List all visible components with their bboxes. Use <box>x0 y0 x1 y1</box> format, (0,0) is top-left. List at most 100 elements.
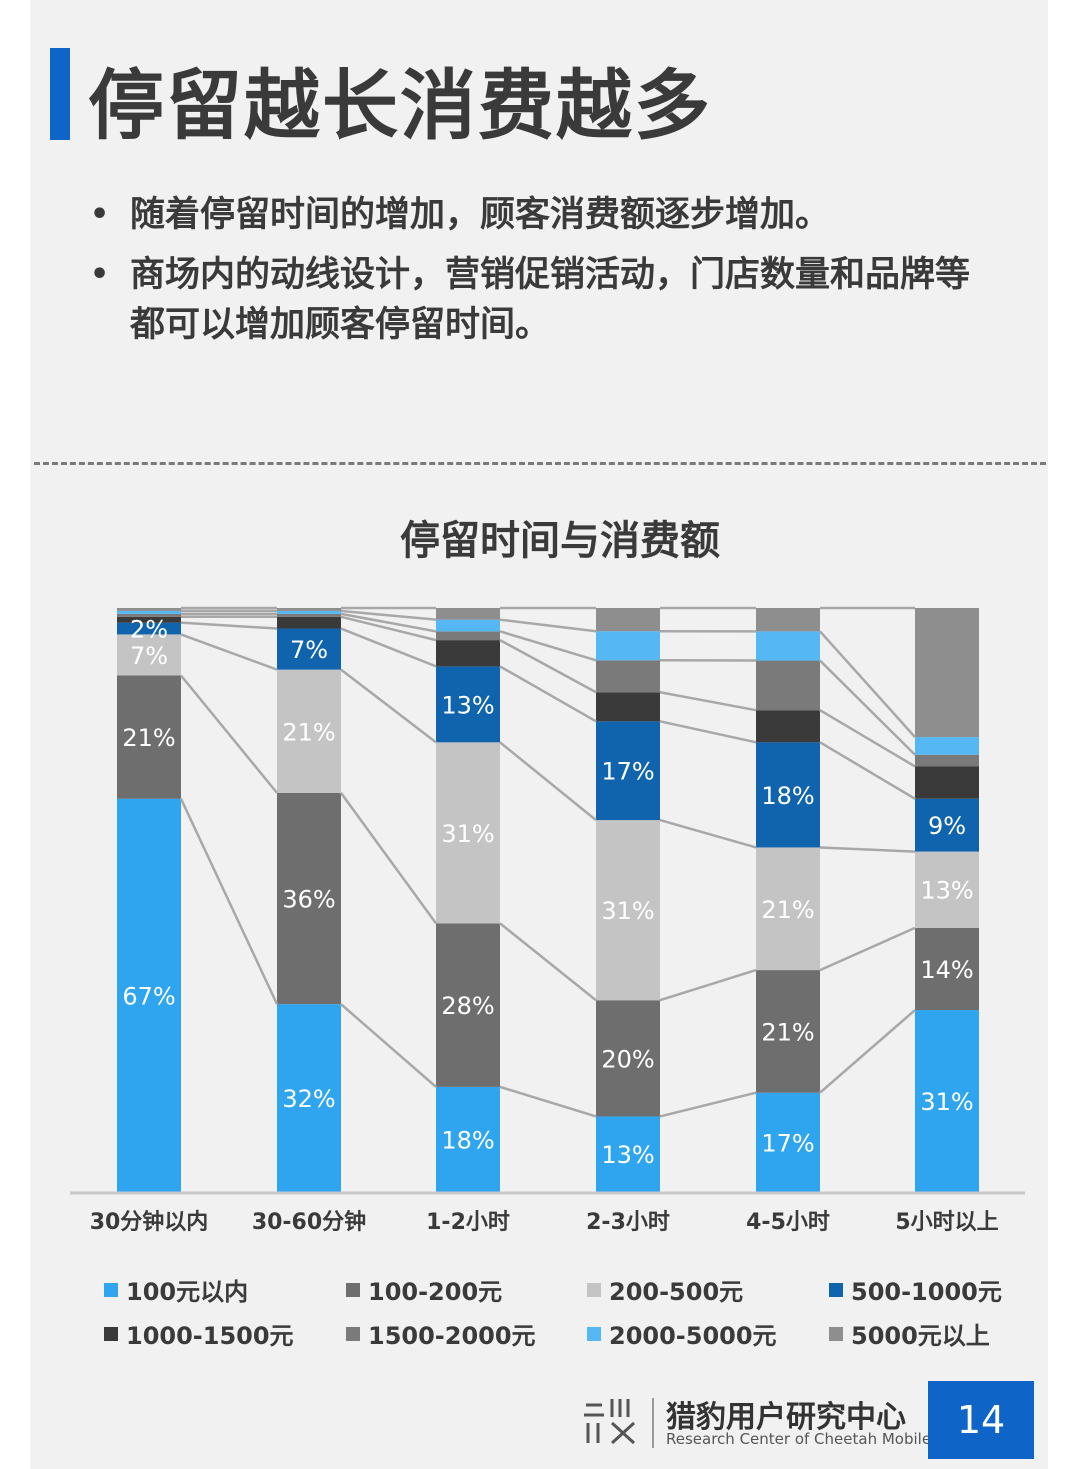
bar-segment <box>277 613 341 617</box>
connector-line <box>659 818 757 849</box>
connector-line <box>340 609 437 621</box>
x-tick-label: 4-5小时 <box>746 1210 830 1235</box>
connector-line <box>499 630 597 662</box>
bar-segment <box>277 608 341 611</box>
bar-segment <box>756 608 820 632</box>
bar-segment <box>915 754 979 767</box>
connector-line <box>180 621 278 630</box>
connector-line <box>819 659 916 756</box>
bar-segment <box>117 634 181 676</box>
bar-segment <box>915 798 979 852</box>
connector-line <box>340 615 437 642</box>
connector-line <box>819 709 916 768</box>
data-label: 13% <box>601 1141 654 1169</box>
data-label: 2% <box>130 616 168 644</box>
bar-segment <box>436 640 500 667</box>
footer-brand-cn: 猎豹用户研究中心 <box>666 1400 906 1435</box>
connector-line <box>499 741 597 822</box>
chart-panel <box>30 462 1048 1469</box>
connector-line <box>179 798 279 1005</box>
connector-line <box>819 846 916 853</box>
connector-line <box>499 922 597 1002</box>
footer-brand-en: Research Center of Cheetah Mobile <box>666 1430 932 1448</box>
x-tick-label: 2-3小时 <box>586 1210 670 1235</box>
page-title: 停留越长消费越多 <box>88 61 712 150</box>
bar-segment <box>277 610 341 614</box>
bar-segment <box>756 847 820 971</box>
bar-segment <box>596 820 660 1001</box>
x-tick-label: 30-60分钟 <box>252 1209 366 1235</box>
connector-line <box>499 1085 597 1118</box>
bar-segment <box>117 622 181 635</box>
connector-line <box>659 691 757 712</box>
legend-label: 1000-1500元 <box>126 1322 294 1350</box>
bar-segment <box>596 1116 660 1192</box>
legend-swatch <box>829 1326 843 1341</box>
x-tick-label: 5小时以上 <box>895 1210 998 1235</box>
connector-line <box>659 1091 757 1118</box>
connector-line <box>659 968 757 1002</box>
bar-segment <box>436 608 500 620</box>
legend-label: 2000-5000元 <box>609 1322 777 1350</box>
connector-line <box>339 792 438 925</box>
bar-segment <box>277 628 341 670</box>
legend-label: 1500-2000元 <box>368 1322 536 1350</box>
summary-panel <box>30 0 1048 462</box>
data-label: 21% <box>761 1018 814 1046</box>
legend-label: 500-1000元 <box>851 1278 1002 1306</box>
bar-segment <box>596 692 660 722</box>
data-label: 9% <box>928 812 966 840</box>
bar-segment <box>117 613 181 617</box>
bar-segment <box>436 1086 500 1192</box>
bar-segment <box>915 1010 979 1192</box>
bar-segment <box>596 608 660 632</box>
data-label: 20% <box>601 1045 654 1073</box>
bullet-dot-icon: • <box>90 257 110 292</box>
connector-line <box>340 668 437 744</box>
page-number: 14 <box>928 1381 1034 1459</box>
bar-segment <box>915 766 979 799</box>
bar-segment <box>436 742 500 924</box>
connector-line <box>819 741 916 800</box>
connector-line <box>180 674 278 794</box>
legend-swatch <box>587 1282 601 1297</box>
bar-segment <box>756 1092 820 1192</box>
bar-segment <box>756 710 820 743</box>
data-label: 13% <box>441 691 494 719</box>
legend-label: 200-500元 <box>609 1278 744 1306</box>
data-label: 31% <box>441 820 494 848</box>
bar-segment <box>596 1000 660 1117</box>
bar-segment <box>436 923 500 1087</box>
bullet-text: 商场内的动线设计，营销促销活动，门店数量和品牌等都可以增加顾客停留时间。 <box>130 255 971 345</box>
bullet-list: • 随着停留时间的增加，顾客消费额逐步增加。 • 商场内的动线设计，营销促销活动… <box>88 190 988 360</box>
connector-line <box>340 612 437 633</box>
connector-line <box>819 1009 916 1094</box>
bar-segment <box>915 608 979 738</box>
bar-segment <box>436 666 500 743</box>
bullet-text: 随着停留时间的增加，顾客消费额逐步增加。 <box>130 195 831 235</box>
legend-item: 500-1000元 <box>829 1272 1002 1307</box>
legend-label: 100元以内 <box>126 1278 249 1306</box>
bar-segment <box>117 798 181 1192</box>
bar-segment <box>117 610 181 614</box>
bar-segment <box>117 608 181 611</box>
connector-line <box>499 639 597 694</box>
legend-swatch <box>104 1282 118 1297</box>
data-label: 7% <box>290 636 328 664</box>
bar-segment <box>915 851 979 928</box>
cheetah-wei-logo-icon <box>582 1395 640 1451</box>
bar-segment <box>596 660 660 693</box>
data-label: 28% <box>441 992 494 1020</box>
bar-segment <box>756 631 820 661</box>
data-label: 14% <box>920 956 973 984</box>
data-label: 67% <box>122 982 175 1010</box>
bar-segment <box>915 737 979 755</box>
footer-divider <box>652 1398 654 1448</box>
x-tick-label: 30分钟以内 <box>90 1209 209 1235</box>
legend-item: 100-200元 <box>346 1272 502 1307</box>
bar-segment <box>436 631 500 641</box>
connector-line <box>499 618 597 633</box>
connector-line <box>819 630 916 738</box>
title-accent-bar <box>50 48 70 140</box>
connector-line <box>180 633 278 671</box>
